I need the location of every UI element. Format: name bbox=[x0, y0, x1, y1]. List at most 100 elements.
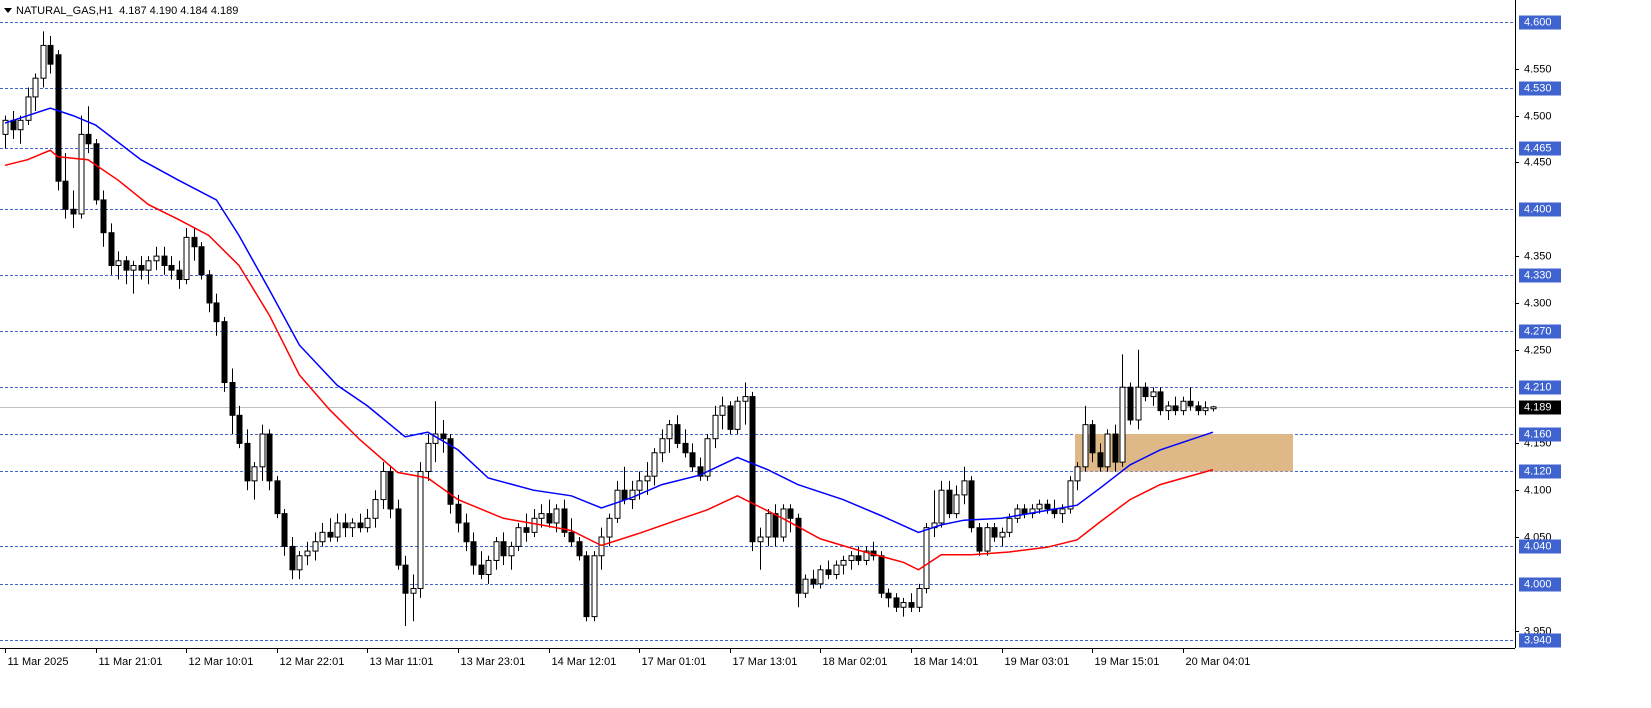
level-label: 4.465 bbox=[1524, 142, 1552, 154]
candle-body bbox=[1082, 424, 1089, 468]
candle-body bbox=[697, 466, 704, 477]
candle-body bbox=[598, 536, 605, 557]
candle-body bbox=[417, 470, 424, 590]
candle-body bbox=[583, 555, 590, 618]
candle-body bbox=[1067, 480, 1074, 510]
candle-body bbox=[953, 494, 960, 515]
x-tick-label: 19 Mar 03:01 bbox=[1005, 656, 1070, 668]
level-label: 4.120 bbox=[1524, 465, 1552, 477]
candle-body bbox=[1036, 503, 1043, 510]
candle-body bbox=[296, 555, 303, 571]
candle-body bbox=[1089, 424, 1096, 454]
candle-body bbox=[138, 264, 145, 271]
candle-body bbox=[447, 438, 454, 505]
last-price-label: 4.189 bbox=[1524, 401, 1552, 413]
candle-body bbox=[727, 405, 734, 430]
level-label: 4.530 bbox=[1524, 82, 1552, 94]
y-tick-label: 4.500 bbox=[1524, 110, 1552, 122]
candle-body bbox=[553, 508, 560, 524]
x-tick-label: 12 Mar 22:01 bbox=[280, 656, 345, 668]
candle-body bbox=[455, 503, 462, 524]
candle-body bbox=[968, 480, 975, 529]
x-tick-label: 12 Mar 10:01 bbox=[189, 656, 254, 668]
candle-body bbox=[1112, 433, 1119, 463]
candle-body bbox=[802, 578, 809, 594]
level-label-box bbox=[1519, 427, 1561, 442]
level-label-box bbox=[1519, 539, 1561, 554]
candle-body bbox=[221, 321, 228, 384]
candle-body bbox=[176, 269, 183, 281]
candle-body bbox=[85, 133, 92, 145]
candle-body bbox=[885, 592, 892, 599]
candle-body bbox=[1135, 386, 1142, 421]
level-label-box bbox=[1519, 324, 1561, 339]
candle-body bbox=[1172, 405, 1179, 412]
candle-body bbox=[1059, 508, 1066, 515]
candle-body bbox=[115, 260, 122, 266]
candle-body bbox=[244, 442, 251, 482]
candle-body bbox=[742, 396, 749, 402]
candle-body bbox=[153, 255, 160, 262]
candle-body bbox=[40, 44, 47, 79]
candle-body bbox=[621, 489, 628, 501]
candle-body bbox=[591, 555, 598, 618]
candle-body bbox=[863, 550, 870, 561]
level-label: 4.160 bbox=[1524, 428, 1552, 440]
level-label-box bbox=[1519, 202, 1561, 217]
candle-body bbox=[1014, 508, 1021, 519]
candle-body bbox=[991, 527, 998, 538]
candle-body bbox=[55, 54, 62, 182]
candle-body bbox=[674, 424, 681, 444]
candle-body bbox=[266, 433, 273, 482]
candle-body bbox=[2, 119, 9, 135]
candle-body bbox=[1142, 386, 1149, 398]
candle-body bbox=[508, 545, 515, 557]
level-label-box bbox=[1519, 268, 1561, 283]
level-label: 4.000 bbox=[1524, 578, 1552, 590]
candle-body bbox=[32, 77, 39, 98]
y-tick-label: 4.350 bbox=[1524, 250, 1552, 262]
candle-body bbox=[281, 513, 288, 547]
x-tick-label: 11 Mar 2025 bbox=[8, 656, 69, 668]
x-tick-label: 20 Mar 04:01 bbox=[1186, 656, 1251, 668]
candle-body bbox=[304, 550, 311, 557]
levels-layer bbox=[0, 22, 1515, 641]
level-label: 4.330 bbox=[1524, 269, 1552, 281]
level-label-box bbox=[1519, 141, 1561, 156]
candle-body bbox=[145, 260, 152, 271]
candle-body bbox=[961, 480, 968, 496]
supply-demand-zone bbox=[1075, 434, 1293, 472]
x-tick-label: 13 Mar 23:01 bbox=[461, 656, 526, 668]
candle-body bbox=[810, 578, 817, 585]
level-label: 4.210 bbox=[1524, 381, 1552, 393]
candle-body bbox=[1180, 400, 1187, 412]
candle-body bbox=[1210, 406, 1217, 410]
candle-body bbox=[168, 264, 175, 271]
candle-body bbox=[493, 541, 500, 561]
candle-body bbox=[410, 588, 417, 594]
candle-body bbox=[357, 522, 364, 529]
candle-body bbox=[848, 555, 855, 561]
level-label: 4.400 bbox=[1524, 203, 1552, 215]
candle-body bbox=[893, 597, 900, 608]
x-tick-label: 13 Mar 11:01 bbox=[370, 656, 434, 668]
candle-body bbox=[1187, 400, 1194, 407]
candle-body bbox=[395, 508, 402, 566]
candle-body bbox=[10, 119, 17, 131]
candle-body bbox=[78, 133, 85, 215]
symbol-menu-icon[interactable] bbox=[4, 8, 12, 13]
y-tick-label: 4.250 bbox=[1524, 344, 1552, 356]
candle-body bbox=[1021, 508, 1028, 515]
level-label-box bbox=[1519, 464, 1561, 479]
candle-body bbox=[342, 522, 349, 529]
candle-body bbox=[1150, 391, 1157, 398]
moving-average-line bbox=[4, 149, 1214, 571]
level-label-box bbox=[1519, 380, 1561, 395]
candle-body bbox=[259, 433, 266, 468]
candle-body bbox=[349, 522, 356, 529]
ma-layer bbox=[4, 107, 1214, 571]
candle-body bbox=[289, 545, 296, 571]
candle-body bbox=[682, 442, 689, 454]
candle-body bbox=[25, 96, 32, 121]
last-price-box bbox=[1519, 400, 1561, 415]
